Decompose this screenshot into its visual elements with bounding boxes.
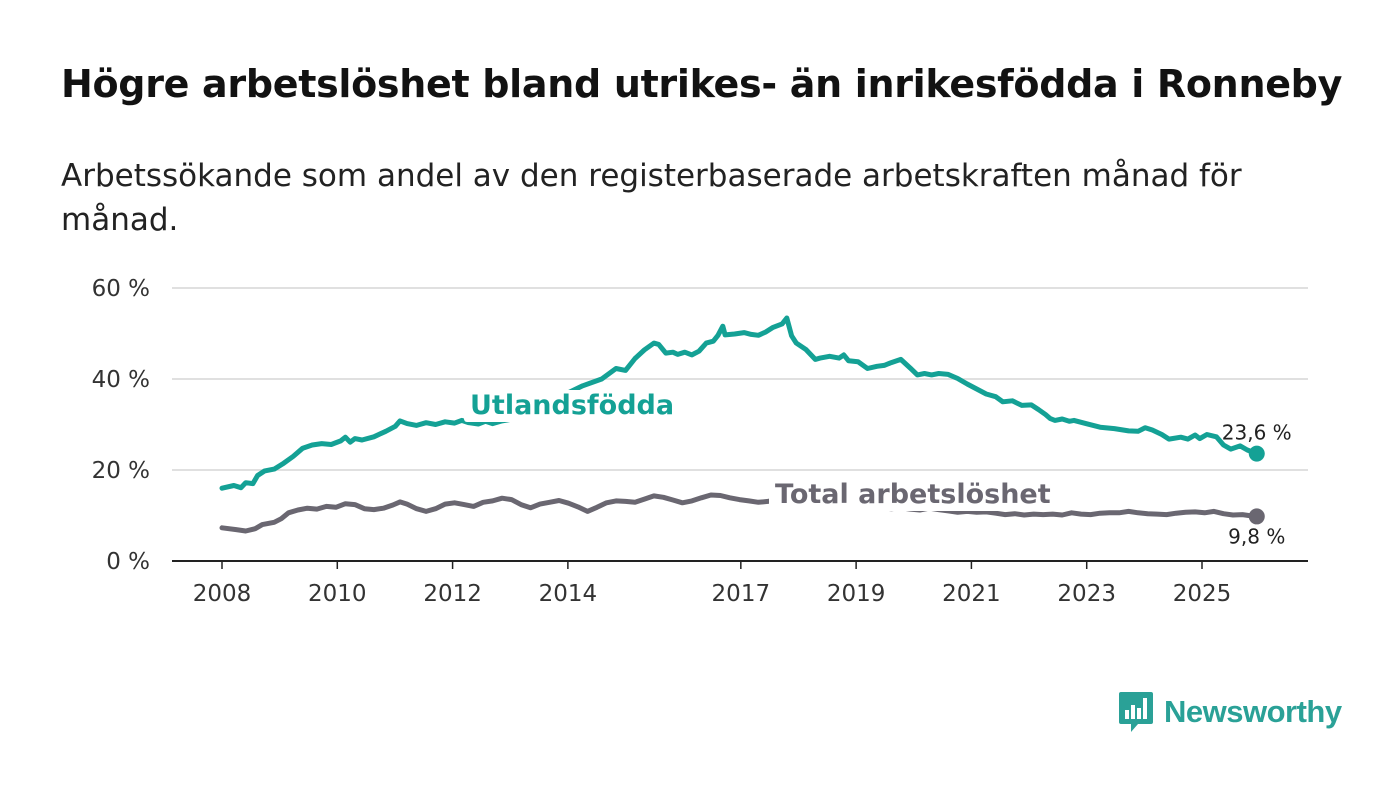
chart-subtitle: Arbetssökande som andel av den registerb… — [61, 158, 1242, 238]
y-tick-label: 0 % — [106, 549, 150, 575]
end-value-label-total: 9,8 % — [1228, 524, 1285, 548]
brand-name: Newsworthy — [1164, 694, 1342, 729]
x-tick-label: 2014 — [539, 581, 598, 607]
y-tick-label: 20 % — [92, 458, 150, 484]
y-tick-label: 40 % — [92, 367, 150, 393]
x-tick-label: 2008 — [193, 581, 252, 607]
newsworthy-logo-icon — [1119, 692, 1153, 732]
y-tick-label: 60 % — [92, 276, 150, 302]
end-point-total — [1248, 508, 1265, 525]
y-axis: 0 % 20 % 40 % 60 % — [92, 276, 150, 575]
series-label-halo — [464, 390, 669, 422]
gridlines — [172, 287, 1308, 562]
series-line-total — [219, 492, 1260, 534]
chart-title: Högre arbetslöshet bland utrikes- än inr… — [61, 62, 1343, 106]
x-tick-label: 2025 — [1173, 581, 1232, 607]
series-label-utlandsfodda: Utlandsfödda — [470, 390, 674, 421]
brand-logo: Newsworthy — [1118, 690, 1342, 734]
series-labels: 23,6 % 9,8 % Utlandsfödda Total arbetslöshe… — [464, 390, 1292, 548]
x-tick-label: 2010 — [308, 581, 367, 607]
series-line-utlandsfodda — [219, 315, 1260, 491]
series-label-total: Total arbetslöshet — [775, 479, 1051, 510]
series-label-halo — [769, 479, 1041, 511]
series-lines — [219, 315, 1265, 534]
x-tick-label: 2021 — [942, 581, 1001, 607]
x-tick-label: 2012 — [423, 581, 482, 607]
x-tick-label: 2019 — [827, 581, 886, 607]
x-axis: 2008 2010 2012 2014 2017 2019 2021 2023 2025 — [193, 561, 1232, 607]
x-tick-label: 2023 — [1057, 581, 1116, 607]
x-tick-label: 2017 — [712, 581, 771, 607]
end-point-utlandsfodda — [1248, 445, 1265, 462]
end-value-label-utlandsfodda: 23,6 % — [1222, 421, 1292, 445]
